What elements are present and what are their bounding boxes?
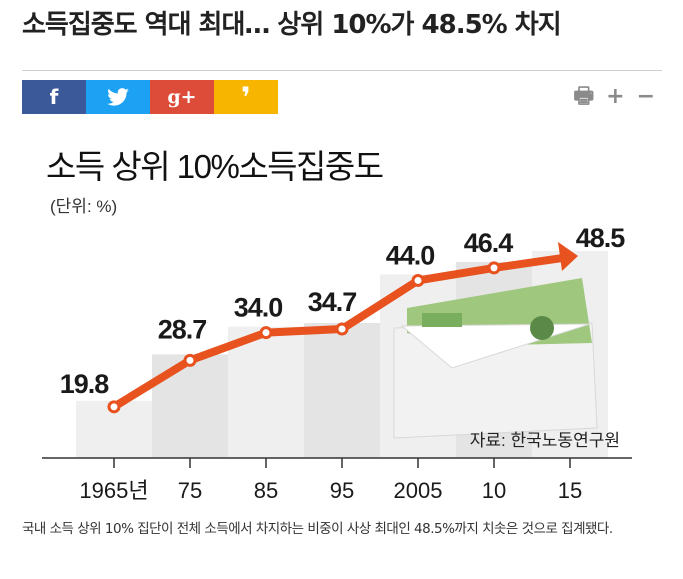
zoom-out-icon[interactable]: − <box>636 84 655 109</box>
twitter-icon <box>107 88 129 106</box>
google-plus-share-button[interactable]: g+ <box>150 80 214 114</box>
facebook-share-button[interactable]: f <box>22 80 86 114</box>
value-label: 46.4 <box>464 228 514 258</box>
chart-title: 소득 상위 10%소득집중도 <box>46 148 383 185</box>
x-tick-label: 15 <box>558 478 582 503</box>
value-label: 34.7 <box>308 287 357 317</box>
value-label: 19.8 <box>60 369 110 399</box>
chart-line-layer <box>107 241 578 414</box>
value-label: 48.5 <box>576 223 626 253</box>
data-point <box>487 261 501 275</box>
value-label: 34.0 <box>234 293 283 323</box>
background-bar <box>304 323 380 458</box>
value-labels: 19.8 28.7 34.0 34.7 44.0 46.4 48.5 <box>60 223 627 399</box>
chart-source: 자료: 한국노동연구원 <box>470 431 620 450</box>
article-tools: 🖶 + − <box>573 84 655 110</box>
divider <box>22 70 662 71</box>
data-point <box>411 273 425 287</box>
value-label: 28.7 <box>158 314 207 344</box>
data-point <box>335 322 349 336</box>
background-bar <box>228 326 304 458</box>
money-envelope-illustration <box>393 278 598 439</box>
kakao-story-share-button[interactable]: ❜ <box>214 80 278 114</box>
x-tick-label: 95 <box>330 478 354 503</box>
data-point <box>259 326 273 340</box>
chart-unit: (단위: %) <box>50 197 117 216</box>
x-tick-label: 1965년 <box>79 478 148 503</box>
x-tick-label: 2005 <box>394 478 443 503</box>
headline: 소득집중도 역대 최대… 상위 10%가 48.5% 차지 <box>22 10 562 40</box>
kakao-story-icon: ❜ <box>241 80 251 114</box>
facebook-icon: f <box>49 85 59 109</box>
background-bar <box>152 354 228 458</box>
article-caption: 국내 소득 상위 10% 집단이 전체 소득에서 차지하는 비중이 사상 최대인… <box>22 521 613 537</box>
data-point <box>183 353 197 367</box>
twitter-share-button[interactable] <box>86 80 150 114</box>
x-axis-ticks: 1965년 75 85 95 2005 10 15 <box>79 458 582 503</box>
line-arrowhead <box>558 241 578 271</box>
x-tick-label: 75 <box>178 478 202 503</box>
value-label: 44.0 <box>386 240 435 270</box>
x-tick-label: 10 <box>482 478 506 503</box>
data-point <box>107 400 121 414</box>
print-icon[interactable]: 🖶 <box>573 84 595 109</box>
income-concentration-chart: 소득 상위 10%소득집중도 (단위: %) 19.8 28.7 34.0 34.7 4… <box>42 148 632 503</box>
zoom-in-icon[interactable]: + <box>606 84 625 109</box>
google-plus-icon: g+ <box>167 86 197 108</box>
x-tick-label: 85 <box>254 478 278 503</box>
share-bar: f g+ ❜ <box>22 80 278 114</box>
